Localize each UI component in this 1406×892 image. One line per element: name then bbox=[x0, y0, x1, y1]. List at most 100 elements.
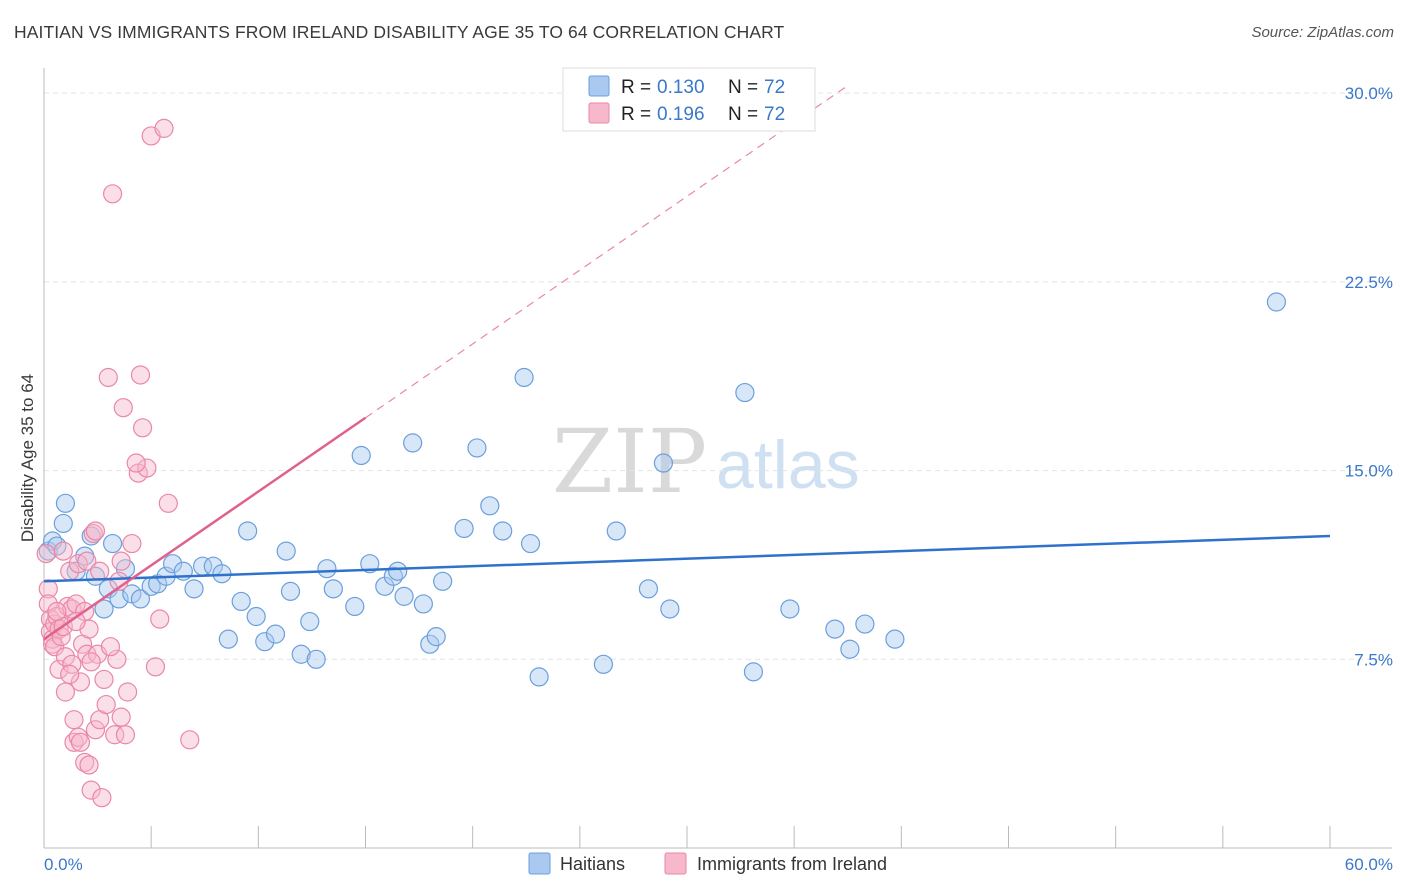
ireland-point-66 bbox=[127, 454, 145, 472]
ireland-point-59 bbox=[159, 494, 177, 512]
haitians-point-66 bbox=[841, 640, 859, 658]
ireland-points bbox=[37, 119, 199, 806]
haitians-point-58 bbox=[607, 522, 625, 540]
haitians-point-44 bbox=[395, 587, 413, 605]
ireland-point-64 bbox=[54, 542, 72, 560]
haitians-point-57 bbox=[594, 655, 612, 673]
series-legend: Haitians Immigrants from Ireland bbox=[529, 853, 887, 874]
ireland-point-69 bbox=[48, 602, 66, 620]
haitians-point-38 bbox=[346, 597, 364, 615]
haitians-point-54 bbox=[515, 368, 533, 386]
haitians-point-30 bbox=[266, 625, 284, 643]
ireland-point-60 bbox=[181, 731, 199, 749]
scatter-chart: ZIP atlas 7.5%15.0%22.5%30.0% 0.0% 60.0% … bbox=[0, 0, 1406, 892]
legend-n-value-ireland: 72 bbox=[764, 104, 785, 125]
y-axis-label: Disability Age 35 to 64 bbox=[18, 374, 37, 542]
ireland-point-48 bbox=[116, 726, 134, 744]
y-tick-label-2: 22.5% bbox=[1345, 273, 1393, 292]
watermark-atlas: atlas bbox=[716, 427, 860, 503]
haitians-point-49 bbox=[434, 572, 452, 590]
y-tick-label-0: 7.5% bbox=[1354, 650, 1393, 669]
ireland-point-63 bbox=[61, 665, 79, 683]
ireland-point-57 bbox=[151, 610, 169, 628]
ireland-point-70 bbox=[86, 522, 104, 540]
haitians-point-60 bbox=[654, 454, 672, 472]
haitians-point-3 bbox=[54, 514, 72, 532]
legend-r-value-haitians: 0.130 bbox=[657, 77, 705, 98]
ireland-point-49 bbox=[119, 683, 137, 701]
legend-r-label-ireland: R = bbox=[621, 104, 651, 125]
ireland-point-0 bbox=[37, 545, 55, 563]
haitians-point-39 bbox=[352, 446, 370, 464]
haitians-point-64 bbox=[781, 600, 799, 618]
haitians-point-62 bbox=[736, 384, 754, 402]
bottom-legend-swatch-haitians bbox=[529, 853, 550, 874]
x-tick-label-1: 60.0% bbox=[1345, 855, 1393, 874]
y-tick-label-1: 15.0% bbox=[1345, 462, 1393, 481]
ireland-point-38 bbox=[93, 789, 111, 807]
haitians-point-46 bbox=[414, 595, 432, 613]
ireland-point-31 bbox=[80, 756, 98, 774]
haitians-point-52 bbox=[481, 497, 499, 515]
ireland-point-68 bbox=[71, 733, 89, 751]
ireland-point-67 bbox=[112, 708, 130, 726]
legend-n-label-ireland: N = bbox=[728, 104, 758, 125]
ireland-point-56 bbox=[146, 658, 164, 676]
ireland-point-20 bbox=[65, 711, 83, 729]
ireland-point-53 bbox=[134, 419, 152, 437]
bottom-legend-label-ireland: Immigrants from Ireland bbox=[697, 854, 887, 874]
haitians-point-51 bbox=[468, 439, 486, 457]
haitians-point-48 bbox=[427, 628, 445, 646]
haitians-point-34 bbox=[301, 613, 319, 631]
ireland-point-65 bbox=[82, 653, 100, 671]
x-tick-label-0: 0.0% bbox=[44, 855, 83, 874]
haitians-point-26 bbox=[232, 592, 250, 610]
ireland-point-58 bbox=[155, 119, 173, 137]
haitians-point-69 bbox=[1267, 293, 1285, 311]
haitians-point-61 bbox=[661, 600, 679, 618]
haitians-point-67 bbox=[856, 615, 874, 633]
ireland-point-40 bbox=[97, 696, 115, 714]
ireland-point-61 bbox=[91, 562, 109, 580]
haitians-point-56 bbox=[530, 668, 548, 686]
haitians-point-36 bbox=[318, 560, 336, 578]
y-axis-tick-labels: 7.5% 15.0% 22.5% 30.0% bbox=[1345, 84, 1393, 669]
ireland-point-62 bbox=[101, 638, 119, 656]
haitians-point-11 bbox=[104, 535, 122, 553]
ireland-point-52 bbox=[131, 366, 149, 384]
legend-r-value-ireland: 0.196 bbox=[657, 104, 705, 125]
haitians-point-45 bbox=[404, 434, 422, 452]
haitians-point-37 bbox=[324, 580, 342, 598]
ireland-point-46 bbox=[112, 552, 130, 570]
haitians-point-35 bbox=[307, 650, 325, 668]
ireland-point-39 bbox=[95, 670, 113, 688]
ireland-point-42 bbox=[104, 185, 122, 203]
bottom-legend-label-haitians: Haitians bbox=[560, 854, 625, 874]
legend-r-label-haitians: R = bbox=[621, 77, 651, 98]
ireland-point-50 bbox=[123, 535, 141, 553]
y-tick-label-3: 30.0% bbox=[1345, 84, 1393, 103]
legend-swatch-haitians bbox=[589, 76, 609, 96]
haitians-point-59 bbox=[639, 580, 657, 598]
trend-lines bbox=[44, 86, 1330, 640]
haitians-point-28 bbox=[247, 608, 265, 626]
legend-swatch-ireland bbox=[589, 103, 609, 123]
legend-n-label-haitians: N = bbox=[728, 77, 758, 98]
haitians-point-21 bbox=[185, 580, 203, 598]
bottom-legend-swatch-ireland bbox=[665, 853, 686, 874]
ireland-point-41 bbox=[99, 368, 117, 386]
haitians-trend-line bbox=[44, 536, 1330, 581]
correlation-legend: R = 0.130 N = 72 R = 0.196 N = 72 bbox=[563, 68, 815, 131]
watermark: ZIP atlas bbox=[552, 410, 860, 513]
haitians-point-31 bbox=[277, 542, 295, 560]
haitians-point-43 bbox=[389, 562, 407, 580]
haitians-point-25 bbox=[219, 630, 237, 648]
haitians-point-27 bbox=[239, 522, 257, 540]
haitians-point-53 bbox=[494, 522, 512, 540]
ireland-point-47 bbox=[114, 399, 132, 417]
watermark-zip: ZIP bbox=[552, 410, 707, 513]
haitians-point-32 bbox=[281, 582, 299, 600]
haitians-point-50 bbox=[455, 519, 473, 537]
haitians-point-68 bbox=[886, 630, 904, 648]
haitians-point-65 bbox=[826, 620, 844, 638]
